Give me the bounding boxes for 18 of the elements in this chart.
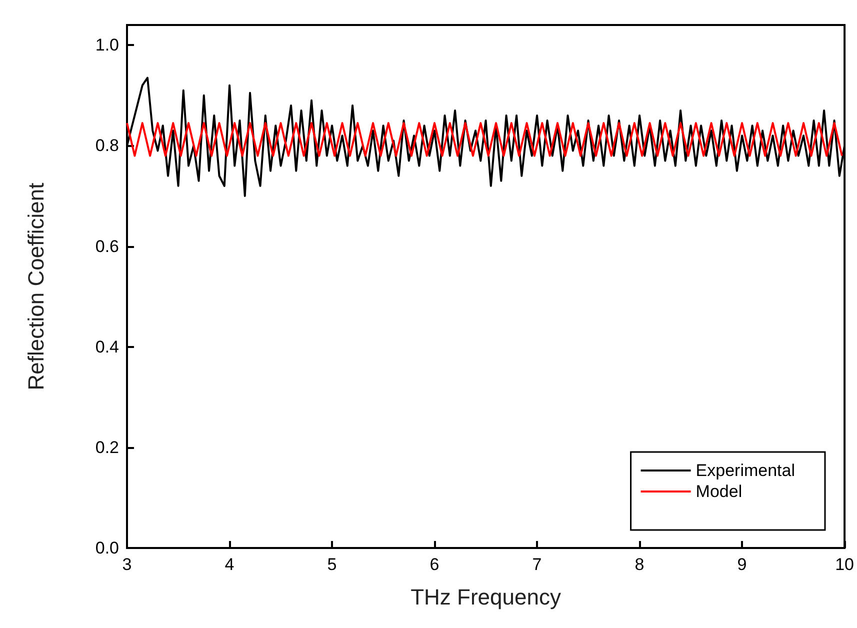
y-axis-title: Reflection Coefficient [24,182,48,390]
legend-label: Model [696,482,742,501]
x-tick-label: 9 [737,555,747,574]
y-tick-label: 0.4 [95,337,119,356]
y-tick-label: 0.6 [95,236,119,256]
x-tick-label: 7 [532,555,542,574]
y-tick-label: 0.2 [95,438,119,457]
y-tick-label: 0.8 [95,136,119,156]
x-tick-label: 3 [122,555,132,574]
x-tick-label: 4 [224,555,234,574]
y-tick-label: 0.0 [95,538,119,558]
x-tick-label: 8 [634,555,644,574]
x-tick-label: 10 [835,555,854,574]
x-axis-title: THz Frequency [410,584,561,610]
x-tick-label: 6 [430,555,440,574]
x-tick-label: 5 [327,555,337,574]
legend-label: Experimental [696,461,796,480]
y-tick-label: 1.0 [95,36,119,55]
